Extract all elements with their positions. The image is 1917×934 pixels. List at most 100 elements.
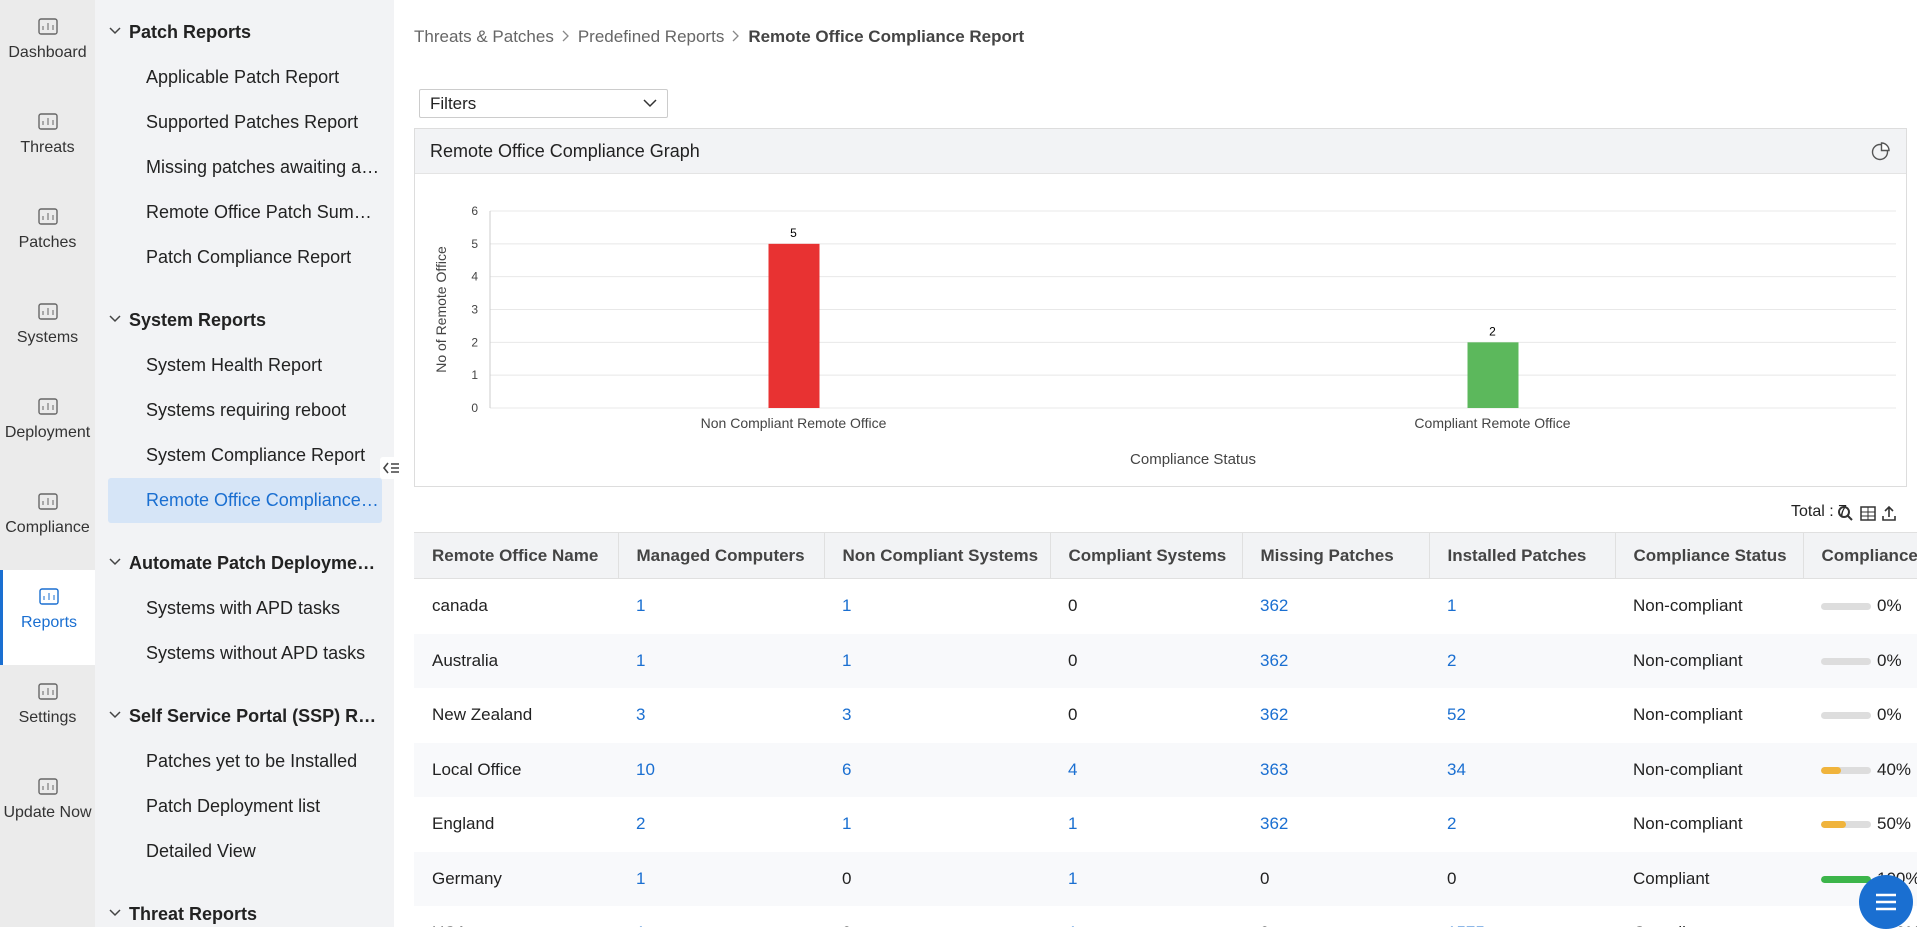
cell-link[interactable]: 3	[636, 705, 646, 725]
cell-link[interactable]: 362	[1260, 650, 1289, 670]
cell-link[interactable]: 1	[636, 923, 645, 927]
nav-item[interactable]: Settings	[0, 665, 95, 760]
section-header[interactable]: Automate Patch Deploymen...	[95, 541, 379, 586]
collapse-button[interactable]	[380, 457, 402, 479]
report-link[interactable]: System Compliance Report	[146, 445, 366, 465]
table-tools[interactable]	[1837, 504, 1897, 524]
cell-link[interactable]: 2	[1447, 650, 1457, 670]
cell-link[interactable]: 1	[1447, 596, 1457, 616]
report-link[interactable]: Remote Office Patch Summary	[146, 202, 382, 222]
y-tick-label: 2	[471, 335, 478, 349]
progress-bar	[1821, 875, 1871, 883]
column-header[interactable]: Compliance Status	[1615, 532, 1804, 579]
table-cell: 1	[1050, 797, 1242, 852]
bar	[1467, 342, 1519, 408]
cell-text: Non-compliant	[1633, 759, 1743, 779]
column-header[interactable]: Compliant Systems	[1050, 532, 1243, 579]
cell-link[interactable]: 1	[1068, 814, 1078, 834]
cell-link[interactable]: 1	[636, 868, 646, 888]
cell-text: canada	[432, 596, 488, 616]
breadcrumb: Threats & Patches Predefined Reports Remot…	[414, 27, 1024, 47]
nav-item[interactable]: Compliance	[0, 475, 95, 570]
cell-link[interactable]: 52	[1447, 705, 1466, 725]
nav-item[interactable]: Dashboard	[0, 0, 95, 95]
cell-text: 0	[842, 923, 851, 927]
column-header[interactable]: Compliance	[1803, 532, 1917, 579]
nav-item[interactable]: Deployment	[0, 380, 95, 475]
table-cell: 362	[1242, 633, 1429, 688]
report-link[interactable]: System Health Report	[146, 355, 323, 375]
section-header[interactable]: System Reports	[95, 298, 379, 343]
column-header[interactable]: Missing Patches	[1242, 532, 1430, 579]
cell-link[interactable]: 1	[636, 650, 646, 670]
nav-label: Settings	[18, 709, 77, 726]
cell-link[interactable]: 1	[842, 596, 852, 616]
report-link[interactable]: Applicable Patch Report	[146, 67, 340, 87]
column-header[interactable]: Remote Office Name	[414, 532, 619, 579]
table-cell: 0	[1050, 633, 1242, 688]
breadcrumb-item[interactable]: Predefined Reports	[577, 27, 725, 46]
table-cell: 0	[1429, 851, 1615, 906]
report-link[interactable]: Systems requiring reboot	[146, 400, 347, 420]
column-header[interactable]: Installed Patches	[1429, 532, 1616, 579]
nav-item[interactable]: Threats	[0, 95, 95, 190]
cell-link[interactable]: 1	[1068, 868, 1078, 888]
cell-link[interactable]: 10	[636, 759, 655, 779]
report-link[interactable]: Systems with APD tasks	[146, 598, 341, 618]
cell-link[interactable]: 362	[1260, 596, 1289, 616]
cell-link[interactable]: 4	[1068, 759, 1078, 779]
cell-link[interactable]: 2	[636, 814, 646, 834]
table-cell: Compliant	[1615, 851, 1803, 906]
cell-link[interactable]: 362	[1260, 705, 1289, 725]
section-header[interactable]: Threat Reports	[95, 892, 379, 927]
chat-button[interactable]	[1859, 875, 1913, 929]
section-header[interactable]: Self Service Portal (SSP) Rep...	[95, 694, 379, 739]
table-cell: 3	[824, 688, 1050, 743]
table-cell: canada	[414, 579, 618, 634]
breadcrumb-item[interactable]: Threats & Patches	[414, 27, 554, 46]
x-tick-label: Non Compliant Remote Office	[701, 415, 887, 431]
table-cell: 0	[1242, 851, 1429, 906]
cell-link[interactable]: 1	[1068, 923, 1077, 927]
table-cell: 6	[824, 742, 1050, 797]
cell-text: 0%	[1877, 705, 1902, 725]
nav-item[interactable]: Systems	[0, 285, 95, 380]
report-link[interactable]: Systems without APD tasks	[146, 643, 366, 663]
nav-item[interactable]: Update Now	[0, 760, 95, 855]
report-link[interactable]: Missing patches awaiting appr...	[146, 157, 382, 177]
cell-text: 0	[1260, 868, 1270, 888]
report-link[interactable]: Patches yet to be Installed	[146, 751, 358, 771]
cell-link[interactable]: 2	[1447, 814, 1457, 834]
report-link[interactable]: Patch Compliance Report	[146, 247, 352, 267]
table-cell: 2	[1429, 797, 1615, 852]
table-row: canada 1 1 0 362 1 Non-compliant 0%	[414, 579, 1917, 634]
cell-link[interactable]: 363	[1260, 759, 1289, 779]
chart-type-icon[interactable]	[1870, 141, 1890, 161]
y-axis-title: No of Remote Office	[433, 246, 449, 373]
cell-link[interactable]: 1	[636, 596, 646, 616]
y-tick-label: 5	[471, 237, 478, 251]
cell-link[interactable]: 3	[842, 705, 852, 725]
table-cell: New Zealand	[414, 688, 618, 743]
cell-link[interactable]: 1	[842, 650, 852, 670]
report-link[interactable]: Supported Patches Report	[146, 112, 359, 132]
nav-item[interactable]: Reports	[0, 570, 95, 665]
table-cell: Non-compliant	[1615, 688, 1803, 743]
column-header[interactable]: Managed Computers	[618, 532, 825, 579]
cell-link[interactable]: 1575	[1447, 923, 1485, 927]
filters-dropdown[interactable]: Filters	[419, 89, 668, 118]
cell-link[interactable]: 6	[842, 759, 852, 779]
report-link[interactable]: Detailed View	[146, 841, 256, 861]
report-link[interactable]: Patch Deployment list	[146, 796, 321, 816]
nav-label: Update Now	[3, 804, 92, 821]
section-title: Self Service Portal (SSP) Rep...	[129, 706, 379, 726]
report-link[interactable]: Remote Office Compliance Re...	[108, 478, 382, 523]
cell-link[interactable]: 362	[1260, 814, 1289, 834]
cell-text: Australia	[432, 650, 499, 670]
cell-link[interactable]: 34	[1447, 759, 1466, 779]
column-header[interactable]: Non Compliant Systems	[824, 532, 1051, 579]
cell-link[interactable]: 1	[842, 814, 852, 834]
section-header[interactable]: Patch Reports	[95, 10, 379, 55]
nav-item[interactable]: Patches	[0, 190, 95, 285]
